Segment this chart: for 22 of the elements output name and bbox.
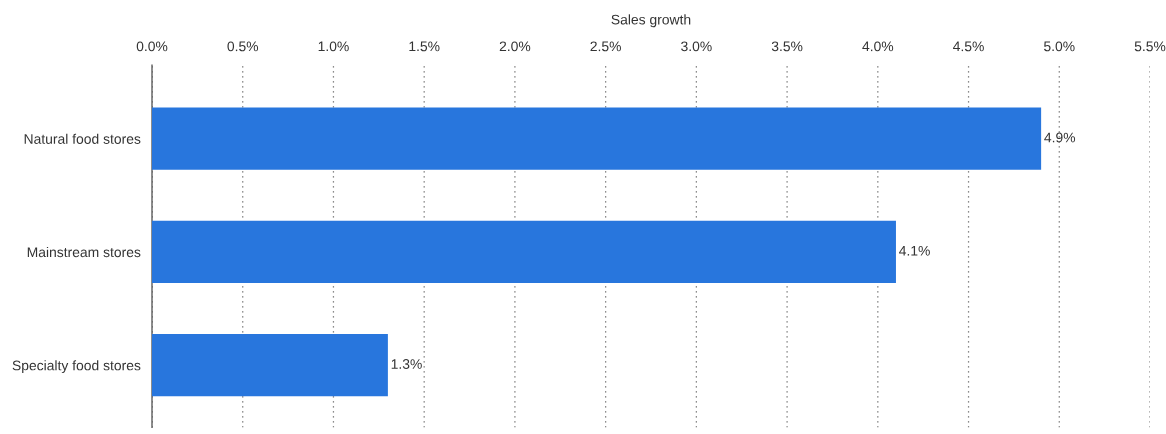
x-tick-label: 3.0% bbox=[681, 41, 712, 52]
x-tick-label: 0.0% bbox=[136, 41, 168, 52]
x-axis-title: Sales growth bbox=[611, 14, 691, 28]
y-tick-label: Specialty food stores bbox=[12, 360, 141, 374]
x-tick-label: 5.5% bbox=[1134, 41, 1166, 52]
data-label: 1.3% bbox=[391, 359, 422, 369]
y-tick-label: Mainstream stores bbox=[27, 246, 141, 258]
bar bbox=[152, 220, 896, 284]
x-tick-label: 1.0% bbox=[318, 41, 349, 52]
x-tick-label: 5.0% bbox=[1044, 41, 1075, 52]
x-tick-label: 4.5% bbox=[953, 41, 984, 52]
x-tick-label: 1.5% bbox=[409, 41, 440, 52]
bar bbox=[152, 334, 388, 397]
x-tick-label: 2.5% bbox=[590, 41, 621, 52]
data-label: 4.9% bbox=[1044, 132, 1076, 143]
data-label: 4.1% bbox=[899, 245, 930, 256]
x-tick-label: 0.5% bbox=[227, 41, 259, 52]
x-tick-label: 2.0% bbox=[499, 41, 531, 52]
x-tick-label: 3.5% bbox=[771, 41, 803, 52]
x-tick-label: 4.0% bbox=[862, 41, 894, 52]
y-tick-label: Natural food stores bbox=[24, 133, 141, 144]
bar bbox=[152, 107, 1042, 170]
